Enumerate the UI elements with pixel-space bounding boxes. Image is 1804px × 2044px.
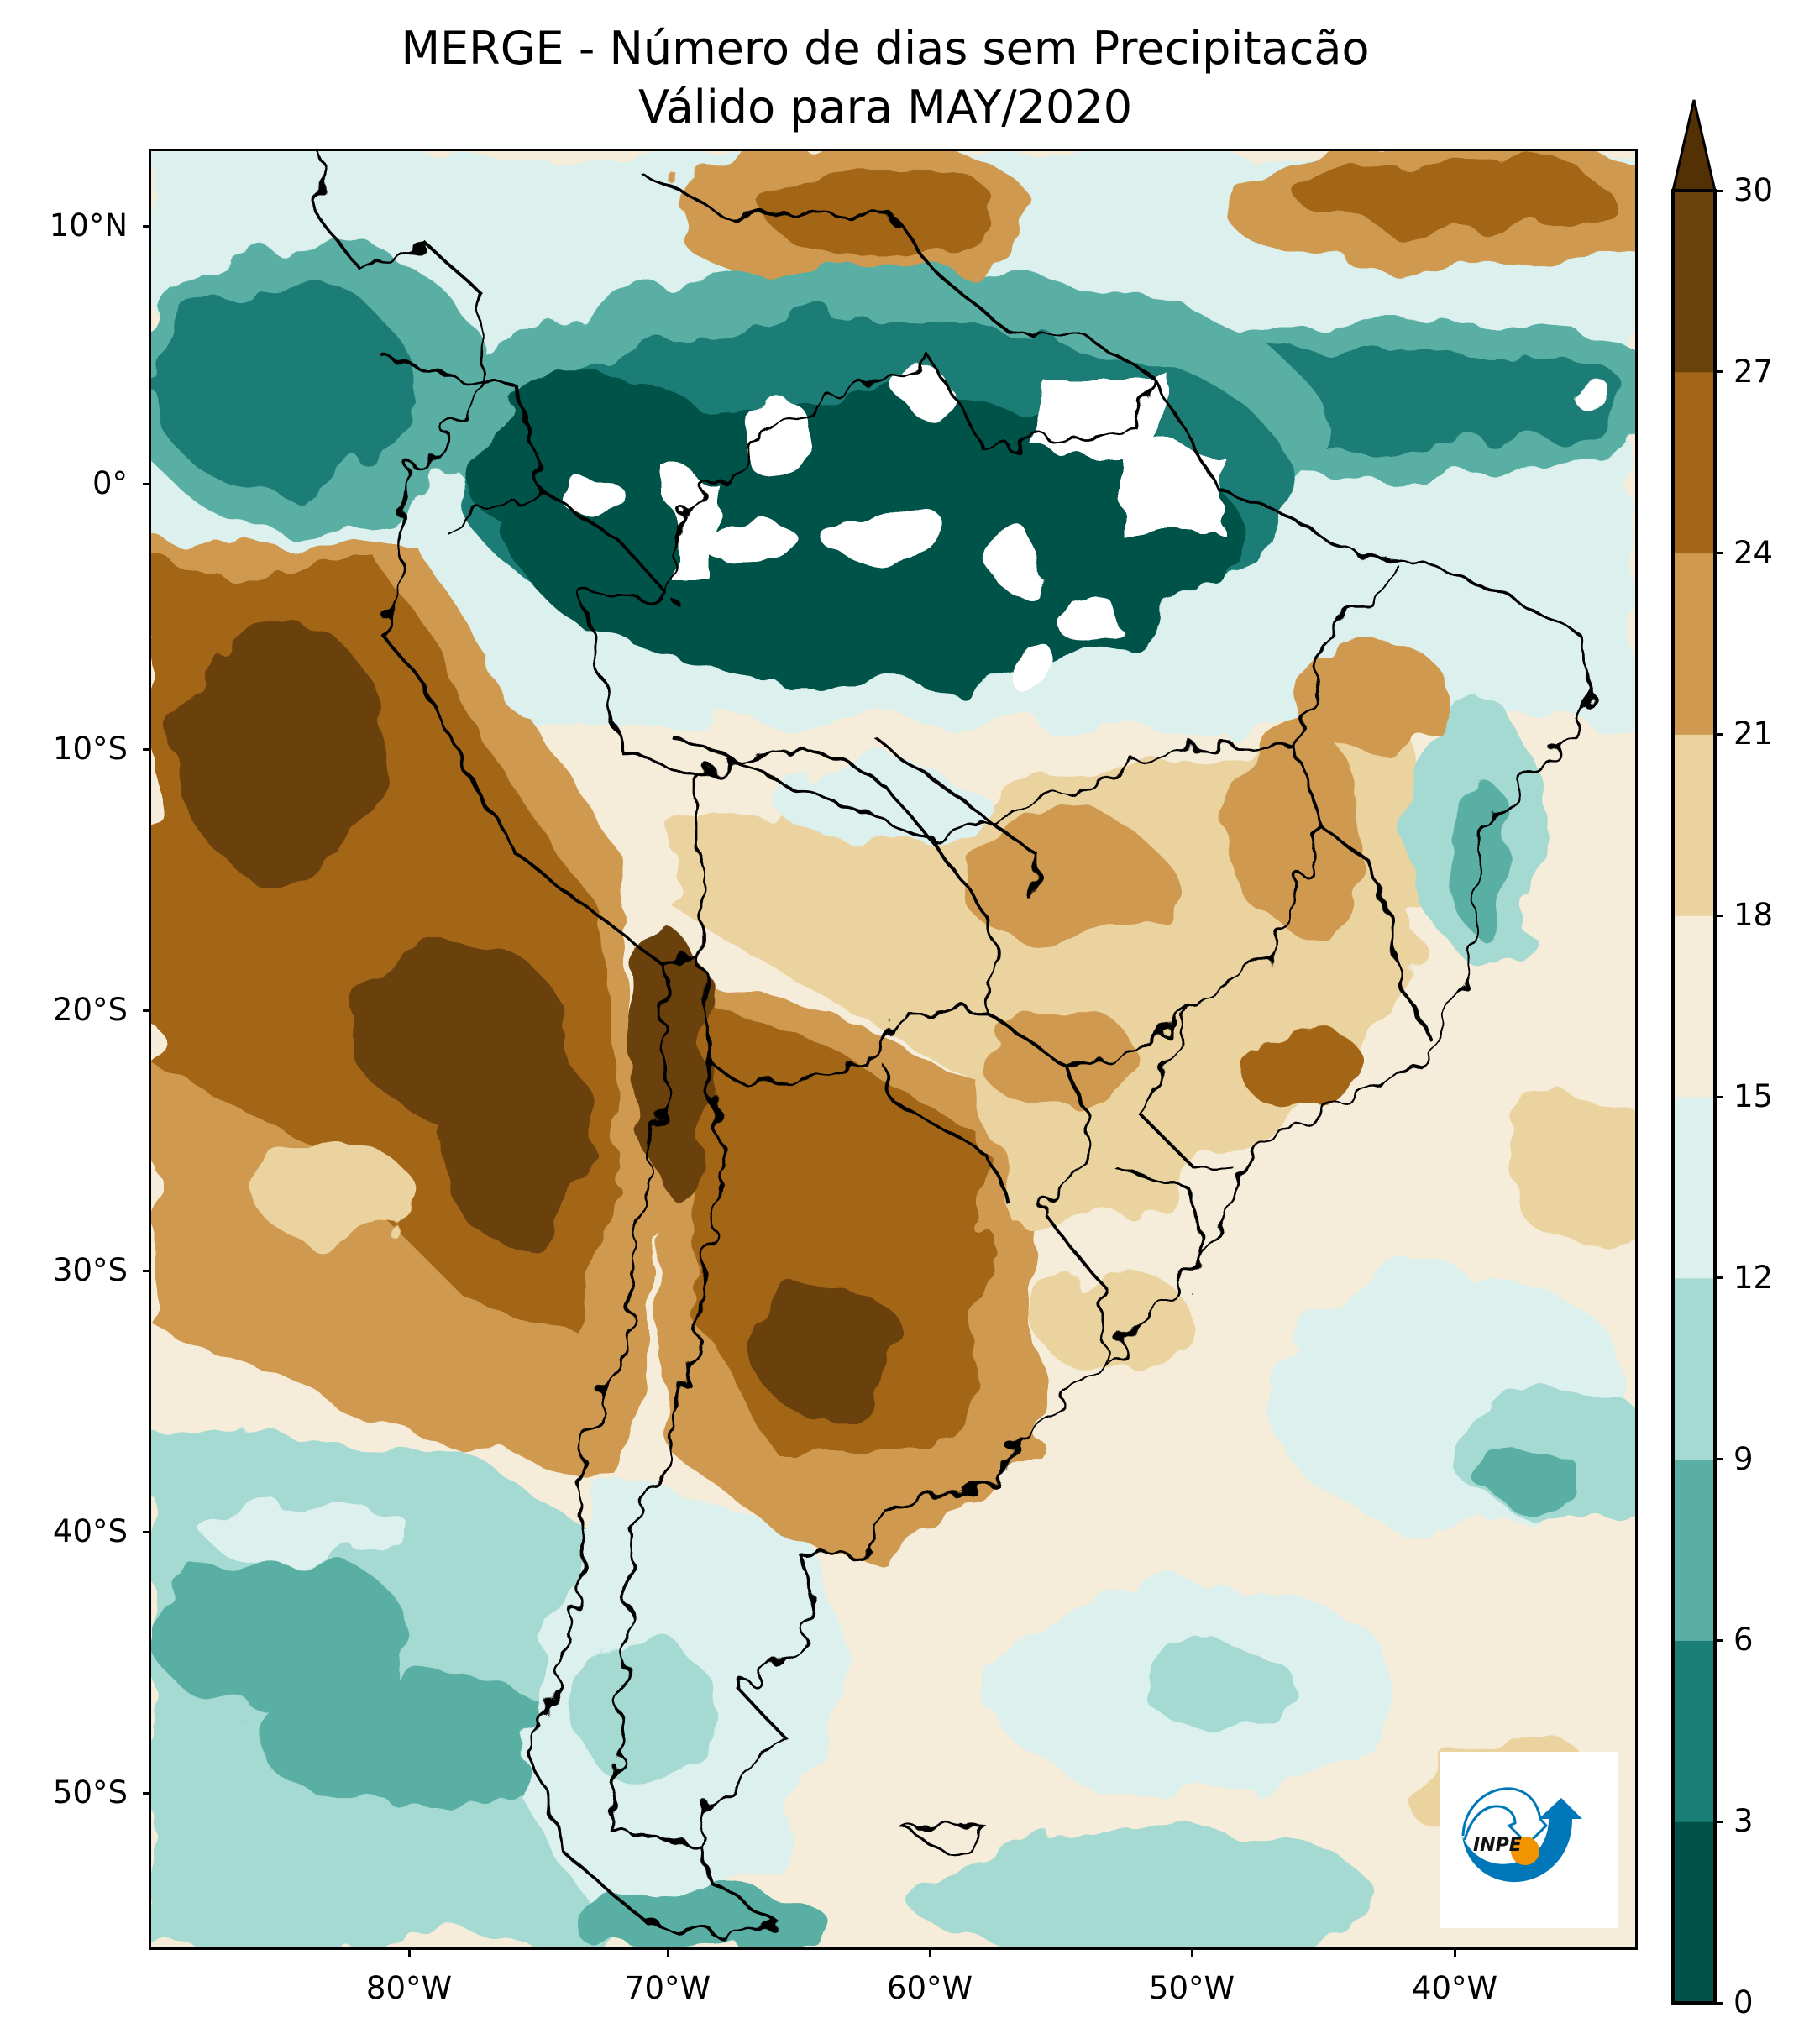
colorbar (1671, 99, 1717, 2005)
lat-label: 10°N (49, 207, 128, 244)
lat-label: 0° (92, 465, 128, 501)
colorbar-segment (1673, 734, 1715, 916)
lat-label: 50°S (52, 1774, 128, 1811)
colorbar-tick-label: 27 (1733, 353, 1774, 390)
precip-field (151, 151, 1635, 1947)
colorbar-tick-label: 0 (1733, 1984, 1754, 2020)
lat-tick (143, 1009, 149, 1012)
lon-label: 40°W (1411, 1970, 1498, 2006)
colorbar-tick (1715, 1458, 1723, 1461)
colorbar-tick-label: 21 (1733, 715, 1774, 752)
colorbar-tick-label: 6 (1733, 1622, 1754, 1659)
lat-tick (143, 225, 149, 228)
lon-tick (667, 1950, 669, 1957)
colorbar-tick (1715, 1820, 1723, 1823)
lon-tick (1454, 1950, 1456, 1957)
lon-label: 80°W (365, 1970, 453, 2006)
inpe-logo-text: INPE (1473, 1835, 1522, 1856)
colorbar-segment (1673, 191, 1715, 373)
lon-label: 60°W (886, 1970, 973, 2006)
colorbar-tick-label: 18 (1733, 897, 1774, 934)
lon-tick (1191, 1950, 1193, 1957)
colorbar-segment (1673, 371, 1715, 554)
colorbar-tick (1715, 1638, 1723, 1642)
colorbar-segment (1673, 1821, 1715, 2004)
lat-tick (143, 1792, 149, 1795)
map-subtitle: Válido para MAY/2020 (637, 81, 1133, 134)
colorbar-segment (1673, 1277, 1715, 1460)
colorbar-tick (1715, 914, 1723, 917)
colorbar-segment (1673, 553, 1715, 735)
inpe-logo: INPE (1440, 1752, 1618, 1928)
colorbar-tick-label: 24 (1733, 534, 1774, 571)
lon-tick (408, 1950, 411, 1957)
colorbar-tick (1715, 1276, 1723, 1280)
lat-label: 20°S (52, 992, 128, 1028)
lat-tick (143, 1270, 149, 1272)
colorbar-tick-label: 15 (1733, 1078, 1774, 1114)
colorbar-tick-label: 12 (1733, 1259, 1774, 1296)
lat-label: 10°S (52, 731, 128, 767)
colorbar-tick-label: 3 (1733, 1803, 1754, 1840)
colorbar-tick-label: 9 (1733, 1440, 1754, 1477)
colorbar-segment (1673, 1097, 1715, 1279)
lat-label: 40°S (52, 1513, 128, 1549)
colorbar-tick (1715, 552, 1723, 555)
lat-tick (143, 1531, 149, 1533)
colorbar-tick-label: 30 (1733, 172, 1774, 208)
colorbar-tick (1715, 1095, 1723, 1098)
colorbar-segment (1673, 1459, 1715, 1641)
colorbar-tick (1715, 189, 1723, 192)
precipitation-map (149, 149, 1638, 1950)
colorbar-extend-arrow (1671, 99, 1717, 192)
colorbar-segment (1673, 915, 1715, 1098)
lat-tick (143, 483, 149, 485)
map-title: MERGE - Número de dias sem Precipitacão (401, 22, 1370, 75)
lon-label: 70°W (624, 1970, 711, 2006)
lon-tick (929, 1950, 931, 1957)
colorbar-segment (1673, 1640, 1715, 1822)
colorbar-tick (1715, 370, 1723, 374)
lat-tick (143, 748, 149, 751)
lat-label: 30°S (52, 1252, 128, 1288)
map-canvas (151, 151, 1635, 1947)
coastline (316, 151, 1591, 1939)
colorbar-tick (1715, 2001, 1723, 2005)
colorbar-tick (1715, 732, 1723, 736)
inpe-logo-graphic: INPE (1461, 1787, 1582, 1883)
lon-label: 50°W (1148, 1970, 1235, 2006)
